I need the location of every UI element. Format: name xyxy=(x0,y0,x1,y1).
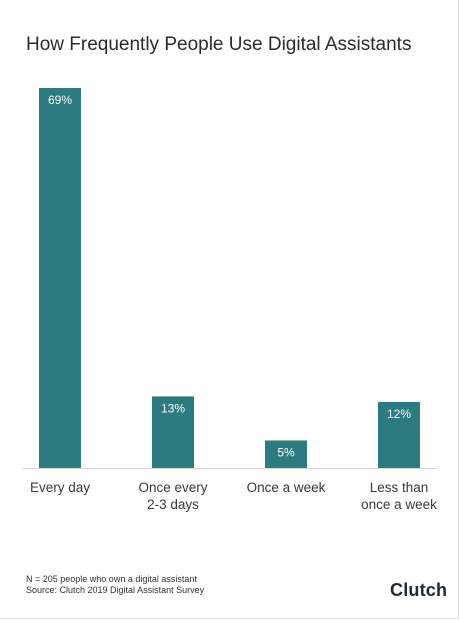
category-label: Less than xyxy=(370,480,429,495)
category-label: Once a week xyxy=(247,480,326,495)
category-label: once a week xyxy=(361,497,437,512)
category-label: Every day xyxy=(30,480,90,495)
bar-value-label: 69% xyxy=(48,93,72,107)
bar xyxy=(378,401,420,468)
footnote: N = 205 people who own a digital assista… xyxy=(26,574,204,596)
category-label: Once every xyxy=(138,480,207,495)
bar-value-label: 5% xyxy=(277,445,295,459)
bar xyxy=(265,440,307,468)
bar xyxy=(152,396,194,468)
bar-value-label: 13% xyxy=(161,401,185,415)
sample-size-note: N = 205 people who own a digital assista… xyxy=(26,574,197,584)
brand-logo: Clutch xyxy=(390,580,448,600)
category-label: 2-3 days xyxy=(147,497,199,512)
bar-value-label: 12% xyxy=(387,407,411,421)
bar xyxy=(39,88,81,468)
source-note: Source: Clutch 2019 Digital Assistant Su… xyxy=(26,585,205,595)
chart-title: How Frequently People Use Digital Assist… xyxy=(26,34,412,55)
